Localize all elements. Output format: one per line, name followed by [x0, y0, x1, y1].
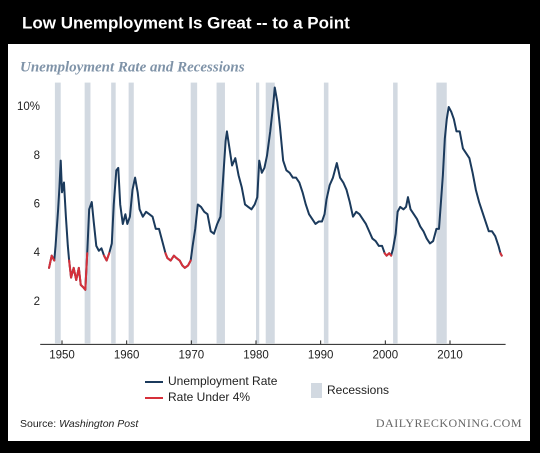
brand: DAILYRECKONING.COM	[376, 416, 522, 430]
recession-band	[265, 82, 275, 344]
recession-band	[436, 82, 447, 344]
x-tick-label: 2000	[373, 349, 399, 361]
y-tick-label: 4	[34, 247, 41, 259]
chart-subtitle: Unemployment Rate and Recessions	[20, 59, 245, 75]
y-tick-label: 6	[34, 199, 40, 211]
x-tick-label: 1990	[308, 349, 334, 361]
y-tick-label: 2	[34, 296, 40, 308]
chart-title: Low Unemployment Is Great -- to a Point	[22, 13, 350, 32]
legend-label: Rate Under 4%	[168, 390, 250, 404]
source-name: Washington Post	[59, 418, 139, 430]
x-tick-label: 2010	[437, 349, 463, 361]
x-tick-label: 1980	[243, 349, 269, 361]
y-tick-label: 10%	[17, 101, 40, 113]
x-tick-label: 1950	[49, 349, 75, 361]
legend-swatch	[311, 383, 322, 398]
recession-band	[256, 82, 260, 344]
y-tick-label: 8	[34, 150, 40, 162]
source-label: Source:	[20, 418, 56, 430]
x-tick-label: 1970	[179, 349, 205, 361]
legend-label: Recessions	[327, 383, 389, 397]
recession-band	[323, 82, 329, 344]
recession-band	[190, 82, 198, 344]
source: Source: Washington Post	[20, 418, 139, 430]
recession-band	[393, 82, 398, 344]
x-tick-label: 1960	[114, 349, 140, 361]
recession-band	[84, 82, 91, 344]
legend-label: Unemployment Rate	[168, 374, 278, 388]
series-line	[48, 252, 503, 291]
